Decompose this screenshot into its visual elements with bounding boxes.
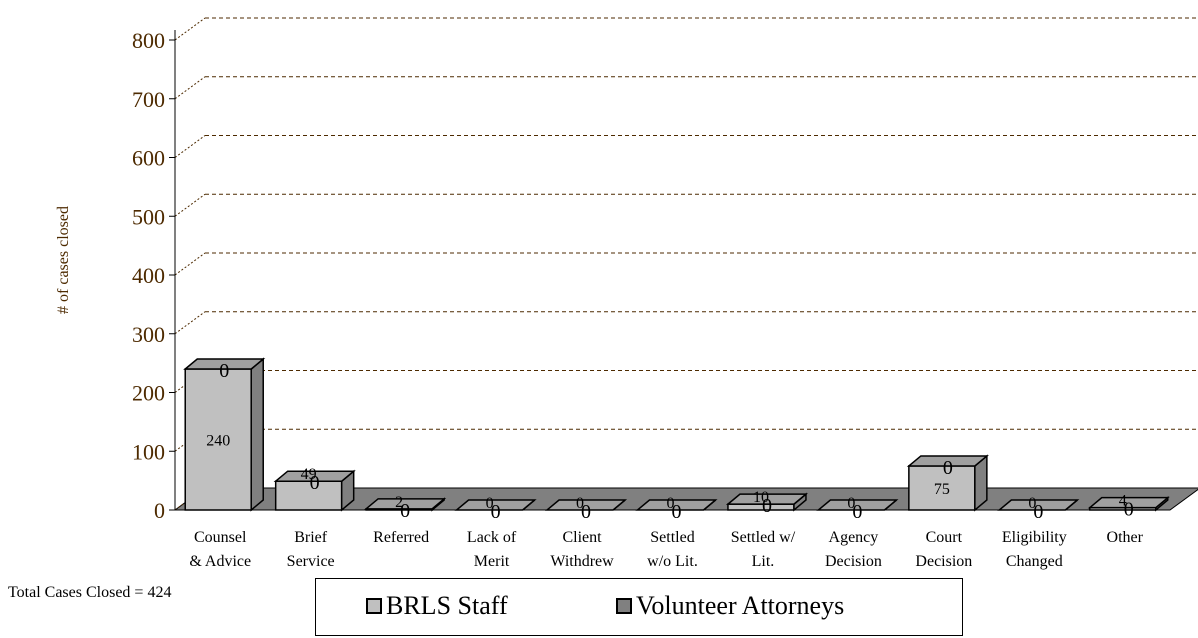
bar-top bbox=[364, 498, 447, 510]
y-tick-label: 300 bbox=[132, 322, 165, 347]
y-tick-label: 700 bbox=[132, 87, 165, 112]
grid-diagonal bbox=[174, 135, 206, 158]
bar-top bbox=[997, 499, 1080, 511]
data-label: 0 bbox=[1028, 495, 1036, 512]
y-tick-label: 800 bbox=[132, 28, 165, 53]
legend-item: Volunteer Attorneys bbox=[616, 591, 844, 621]
legend-label: Volunteer Attorneys bbox=[636, 591, 845, 620]
data-label: 0 bbox=[672, 501, 682, 523]
bar-top bbox=[1087, 496, 1170, 509]
x-tick-label: Lack of Merit bbox=[466, 529, 517, 570]
y-tick-label: 200 bbox=[132, 381, 165, 406]
y-tick-label: 400 bbox=[132, 263, 165, 288]
total-note: Total Cases Closed = 424 bbox=[8, 584, 172, 601]
x-tick-label: Settled w/o Lit. bbox=[647, 529, 698, 570]
y-tick-label: 600 bbox=[132, 146, 165, 171]
bar-top bbox=[816, 499, 899, 511]
data-label: 10 bbox=[753, 489, 769, 506]
data-label: 0 bbox=[847, 495, 855, 512]
y-axis-label: # of cases closed bbox=[55, 206, 72, 314]
x-tick-label: Agency Decision bbox=[824, 529, 882, 570]
grid-diagonal bbox=[174, 17, 206, 41]
data-label: 0 bbox=[943, 457, 953, 479]
legend: BRLS Staff Volunteer Attorneys bbox=[315, 578, 963, 636]
x-tick-label: Brief Service bbox=[286, 529, 335, 570]
legend-item: BRLS Staff bbox=[366, 591, 508, 621]
grid-diagonal bbox=[174, 193, 206, 217]
data-label: 0 bbox=[491, 501, 501, 523]
bar-top bbox=[273, 470, 356, 482]
bar-top bbox=[725, 493, 809, 505]
x-tick-label: Court Decision bbox=[915, 529, 973, 570]
data-label: 0 bbox=[667, 495, 675, 512]
data-label: 0 bbox=[219, 360, 229, 382]
x-tick-label: Eligibility Changed bbox=[1001, 529, 1067, 570]
data-label: 0 bbox=[581, 501, 591, 523]
bar-top bbox=[454, 499, 537, 511]
legend-swatch bbox=[616, 598, 632, 614]
bar-top bbox=[544, 499, 628, 511]
data-label: 0 bbox=[762, 495, 772, 517]
legend-label: BRLS Staff bbox=[386, 591, 508, 620]
x-tick-label: Referred bbox=[373, 529, 430, 546]
bar bbox=[274, 480, 343, 511]
legend-swatch bbox=[366, 598, 382, 614]
x-tick-label: Client Withdrew bbox=[550, 529, 614, 570]
data-label: 0 bbox=[852, 501, 862, 523]
x-tick-label: Settled w/ Lit. bbox=[730, 529, 796, 570]
data-label: 49 bbox=[301, 466, 317, 483]
data-label: 0 bbox=[1124, 499, 1134, 521]
bar-top bbox=[906, 455, 989, 467]
bar bbox=[908, 465, 976, 511]
bar bbox=[184, 368, 252, 511]
data-label: 0 bbox=[310, 472, 320, 494]
data-label: 0 bbox=[576, 495, 584, 512]
grid-diagonal bbox=[174, 252, 206, 276]
y-tick-label: 500 bbox=[132, 204, 165, 229]
y-tick-label: 0 bbox=[154, 498, 165, 523]
data-label: 240 bbox=[206, 433, 230, 450]
bar-top bbox=[183, 358, 266, 370]
data-label: 0 bbox=[486, 495, 494, 512]
data-label: 75 bbox=[934, 481, 950, 498]
data-label: 2 bbox=[395, 494, 403, 511]
data-label: 0 bbox=[400, 500, 410, 522]
y-tick-label: 100 bbox=[132, 439, 165, 464]
grid-diagonal bbox=[174, 76, 206, 100]
bar-side bbox=[250, 357, 264, 512]
data-label: 4 bbox=[1119, 493, 1127, 510]
bar-top bbox=[635, 499, 718, 511]
data-label: 0 bbox=[1033, 501, 1043, 523]
grid-diagonal bbox=[174, 311, 206, 335]
x-tick-label: Counsel & Advice bbox=[189, 529, 252, 570]
x-tick-label: Other bbox=[1106, 529, 1143, 546]
